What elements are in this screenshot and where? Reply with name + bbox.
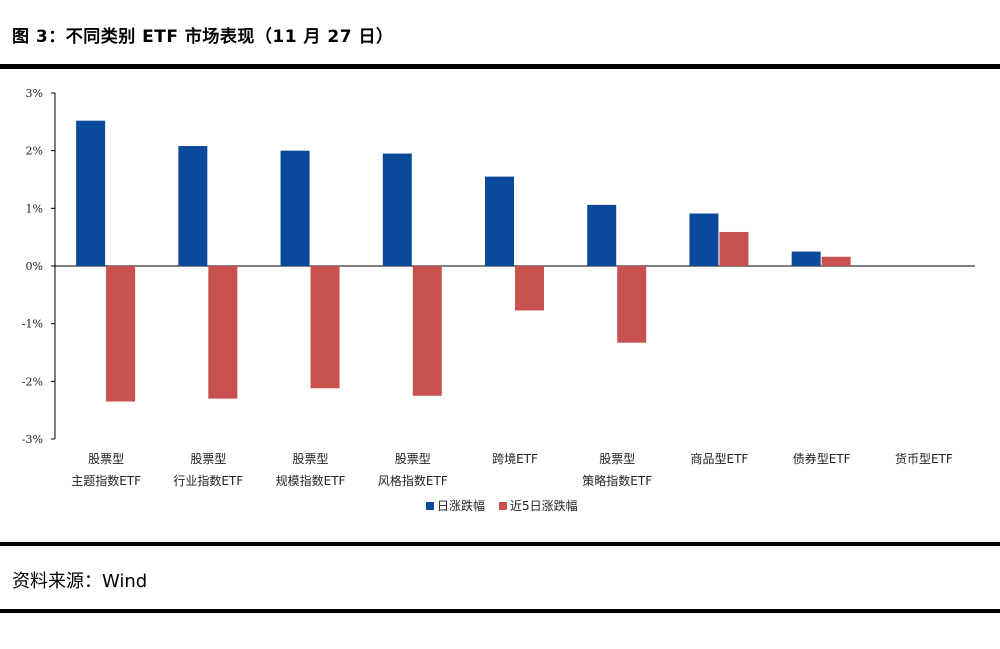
bar-5day xyxy=(515,266,544,311)
bar-daily xyxy=(178,146,208,266)
legend-swatch-5day xyxy=(499,502,507,510)
y-tick-label: 0% xyxy=(26,260,43,273)
x-category-label: 商品型ETF xyxy=(691,451,749,466)
bar-5day xyxy=(310,266,340,389)
source-note: 资料来源：Wind xyxy=(12,571,148,592)
y-tick-label: -2% xyxy=(22,375,43,388)
x-category-label: 股票型 xyxy=(599,452,635,466)
top-rule xyxy=(0,64,1000,69)
x-category-label: 跨境ETF xyxy=(492,451,538,466)
bar-5day xyxy=(719,231,749,266)
x-category-label: 股票型 xyxy=(88,452,124,466)
bar-5day xyxy=(617,266,647,343)
bar-5day xyxy=(412,266,442,396)
x-category-label: 货币型ETF xyxy=(895,451,953,466)
x-category-label: 股票型 xyxy=(293,452,329,466)
y-tick-label: 1% xyxy=(26,202,43,215)
legend-label-5day: 近5日涨跌幅 xyxy=(510,498,578,513)
middle-rule xyxy=(0,542,1000,546)
x-category-label: 主题指数ETF xyxy=(71,473,141,488)
y-tick-label: 2% xyxy=(26,145,43,158)
legend-label-daily: 日涨跌幅 xyxy=(437,498,485,513)
bar-5day xyxy=(106,266,136,402)
bar-5day xyxy=(821,256,851,266)
bottom-rule xyxy=(0,609,1000,613)
bar-daily xyxy=(587,204,617,266)
y-tick-label: -3% xyxy=(22,433,43,446)
x-category-label: 股票型 xyxy=(395,452,431,466)
y-tick-label: -1% xyxy=(22,318,43,331)
bar-daily xyxy=(76,120,106,267)
x-category-label: 规模指数ETF xyxy=(276,473,346,488)
x-category-label: 股票型 xyxy=(190,452,226,466)
bar-daily xyxy=(382,153,412,266)
figure-title: 图 3：不同类别 ETF 市场表现（11 月 27 日） xyxy=(12,27,394,47)
bar-5day xyxy=(208,266,238,399)
bar-daily xyxy=(485,176,514,266)
x-category-label: 风格指数ETF xyxy=(378,473,448,488)
bar-daily xyxy=(689,213,719,266)
bar-daily xyxy=(791,251,821,266)
bar-daily xyxy=(280,150,310,266)
x-category-label: 策略指数ETF xyxy=(582,473,652,488)
legend-swatch-daily xyxy=(426,502,434,510)
x-category-label: 行业指数ETF xyxy=(173,473,243,488)
x-category-label: 债券型ETF xyxy=(793,451,851,466)
y-tick-label: 3% xyxy=(26,87,43,100)
